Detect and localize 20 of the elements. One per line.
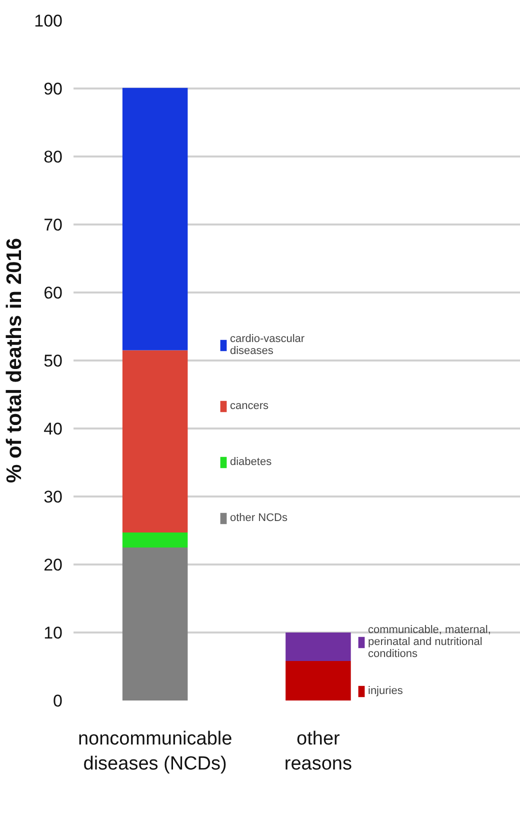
x-tick-label: other reasons — [284, 728, 352, 775]
y-tick-label: 100 — [34, 12, 63, 30]
legend-label: cardio-vascular diseases — [230, 333, 305, 357]
legend-label: cancers — [230, 399, 269, 413]
y-axis-title: % of total deaths in 2016 — [3, 238, 26, 484]
y-tick-label: 50 — [44, 352, 63, 370]
y-tick-label: 40 — [44, 420, 63, 438]
legend-label: other NCDs — [230, 511, 288, 525]
x-tick-label: noncommunicable diseases (NCDs) — [78, 728, 232, 775]
y-tick-label: 90 — [44, 80, 63, 98]
y-tick-label: 70 — [44, 216, 63, 234]
y-tick-label: 0 — [53, 692, 63, 710]
y-tick-label: 80 — [44, 148, 63, 166]
y-tick-label: 20 — [44, 556, 63, 574]
legend-label: injuries — [368, 684, 403, 698]
y-tick-label: 60 — [44, 284, 63, 302]
y-tick-label: 30 — [44, 488, 63, 506]
legend-label: communicable, maternal, perinatal and nutritional conditions — [368, 624, 491, 660]
legend-label: diabetes — [230, 455, 272, 469]
y-tick-label: 10 — [44, 624, 63, 642]
